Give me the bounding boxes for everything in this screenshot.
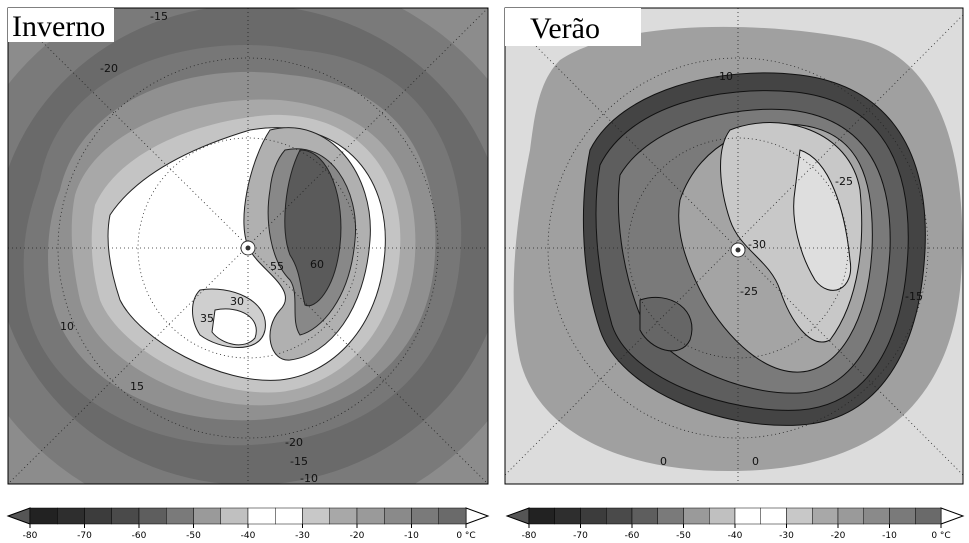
colorbar-box bbox=[761, 508, 787, 524]
colorbar-tick-label: -60 bbox=[625, 531, 640, 541]
colorbar-tick-label: -50 bbox=[676, 531, 691, 541]
colorbar-box bbox=[529, 508, 555, 524]
contour-label: 0 bbox=[660, 455, 667, 468]
colorbar-box bbox=[632, 508, 658, 524]
colorbar-box bbox=[194, 508, 221, 524]
colorbar-tick-label: -60 bbox=[132, 531, 147, 541]
contour-label: -25 bbox=[740, 285, 758, 298]
colorbar-box bbox=[384, 508, 411, 524]
contour-label: -15 bbox=[150, 10, 168, 23]
colorbar-box bbox=[330, 508, 357, 524]
colorbar-box bbox=[30, 508, 57, 524]
colorbar-over bbox=[941, 508, 963, 524]
contour-label: -15 bbox=[290, 455, 308, 468]
contour-label: 35 bbox=[200, 312, 214, 325]
contour-label: -15 bbox=[905, 290, 923, 303]
colorbar-box bbox=[439, 508, 466, 524]
colorbar-tick-label: -70 bbox=[573, 531, 588, 541]
colorbar-box bbox=[248, 508, 275, 524]
contour-label: 60 bbox=[310, 258, 324, 271]
contour-label: -10 bbox=[715, 70, 733, 83]
colorbar-box bbox=[275, 508, 302, 524]
colorbar-box bbox=[735, 508, 761, 524]
colorbar-box bbox=[303, 508, 330, 524]
colorbar-box bbox=[787, 508, 813, 524]
colorbar-box bbox=[684, 508, 710, 524]
contour-label: -20 bbox=[285, 436, 303, 449]
colorbar-box bbox=[112, 508, 139, 524]
colorbar-tick-label: -10 bbox=[882, 531, 897, 541]
colorbar-box bbox=[864, 508, 890, 524]
colorbar-box bbox=[606, 508, 632, 524]
colorbar-tick-label: 0 °C bbox=[456, 531, 475, 541]
colorbar-tick-label: -30 bbox=[295, 531, 310, 541]
colorbar-tick-label: -40 bbox=[241, 531, 256, 541]
contour-label: -30 bbox=[748, 238, 766, 251]
colorbar-over bbox=[466, 508, 488, 524]
colorbar-box bbox=[85, 508, 112, 524]
contour-label: 15 bbox=[130, 380, 144, 393]
colorbar-tick-label: -20 bbox=[831, 531, 846, 541]
figure: Inverno -15 -20 10 15 -20 -15 -10 55 60 … bbox=[0, 0, 969, 543]
colorbar-tick-label: 0 °C bbox=[931, 531, 950, 541]
colorbar-box bbox=[838, 508, 864, 524]
contour-label: 10 bbox=[60, 320, 74, 333]
colorbar-tick-label: -20 bbox=[350, 531, 365, 541]
contour-label: -10 bbox=[300, 472, 318, 485]
colorbar-box bbox=[57, 508, 84, 524]
colorbar-tick-label: -30 bbox=[779, 531, 794, 541]
colorbar-under bbox=[507, 508, 529, 524]
map-summer bbox=[505, 8, 963, 484]
colorbar-box bbox=[915, 508, 941, 524]
colorbar-box bbox=[709, 508, 735, 524]
colorbar-box bbox=[166, 508, 193, 524]
colorbar-tick-label: -50 bbox=[186, 531, 201, 541]
contour-label: -25 bbox=[835, 175, 853, 188]
colorbar-box bbox=[412, 508, 439, 524]
colorbar-tick-label: -80 bbox=[522, 531, 537, 541]
colorbar-box bbox=[555, 508, 581, 524]
colorbar-box bbox=[890, 508, 916, 524]
panel-title: Inverno bbox=[12, 10, 105, 43]
colorbar-box bbox=[658, 508, 684, 524]
panel-title: Verão bbox=[530, 12, 600, 45]
colorbar-box bbox=[139, 508, 166, 524]
contour-label: 55 bbox=[270, 260, 284, 273]
colorbar-under bbox=[8, 508, 30, 524]
colorbar-tick-label: -70 bbox=[77, 531, 92, 541]
colorbar-box bbox=[581, 508, 607, 524]
colorbar-tick-label: -40 bbox=[728, 531, 743, 541]
contour-label: -20 bbox=[100, 62, 118, 75]
contour-label: 0 bbox=[752, 455, 759, 468]
colorbar-box bbox=[812, 508, 838, 524]
colorbar-box bbox=[221, 508, 248, 524]
colorbar-tick-label: -10 bbox=[404, 531, 419, 541]
contour-label: 30 bbox=[230, 295, 244, 308]
colorbar-box bbox=[357, 508, 384, 524]
colorbar-tick-label: -80 bbox=[23, 531, 38, 541]
page: {"panels": [ {"title": "Inverno", "conto… bbox=[0, 0, 969, 543]
